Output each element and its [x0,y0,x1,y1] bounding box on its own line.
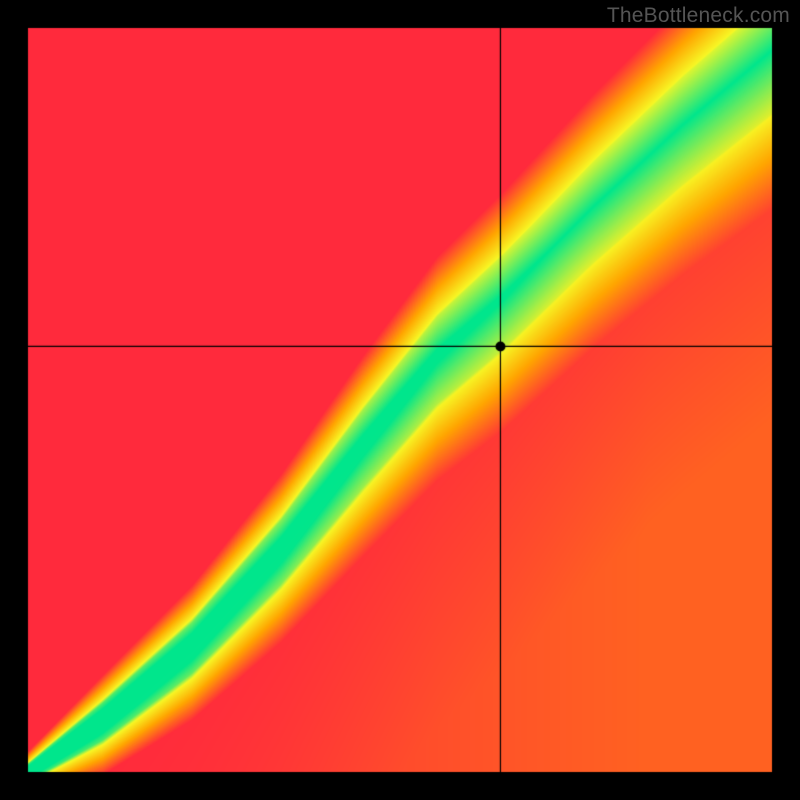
heatmap-canvas [0,0,800,800]
chart-container: TheBottleneck.com [0,0,800,800]
watermark-text: TheBottleneck.com [607,4,790,28]
